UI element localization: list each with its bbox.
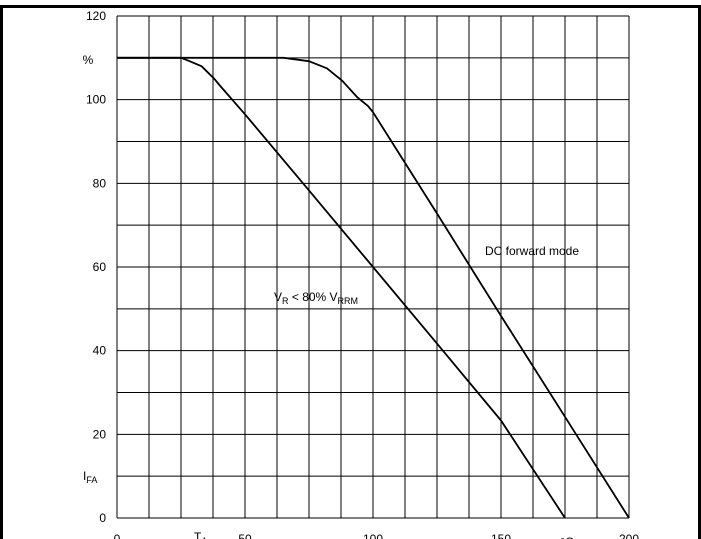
y-tick-label: 40 [93, 344, 107, 358]
y-tick-label: 100 [86, 93, 106, 107]
grid [116, 15, 630, 519]
x-axis-label: TA [194, 530, 207, 539]
y-axis-label: IFA [83, 469, 97, 485]
x-unit-label: °C [560, 535, 574, 539]
y-tick-label: 80 [93, 176, 107, 190]
series-group [117, 56, 630, 519]
x-tick-label: 0 [114, 532, 121, 539]
y-tick-label: 0 [99, 511, 106, 525]
x-tick-label: 100 [363, 532, 383, 539]
axis-labels: % IFA TA °C VR < 80% VRRM DC forward mode [83, 53, 580, 539]
y-tick-label: 60 [93, 260, 107, 274]
x-tick-label: 200 [619, 532, 639, 539]
series-annotation-dc: DC forward mode [485, 244, 579, 258]
y-unit-label: % [83, 53, 94, 67]
y-tick-label: 20 [93, 427, 107, 441]
x-tick-label: 50 [238, 532, 252, 539]
series-line-1 [117, 56, 566, 519]
x-tick-label: 150 [491, 532, 511, 539]
series-line-2 [117, 56, 630, 519]
y-tick-label: 120 [86, 9, 106, 23]
tick-labels: 0 20 40 60 80 100 120 0 50 100 150 200 [86, 9, 639, 539]
series-annotation-vr: VR < 80% VRRM [274, 290, 358, 306]
